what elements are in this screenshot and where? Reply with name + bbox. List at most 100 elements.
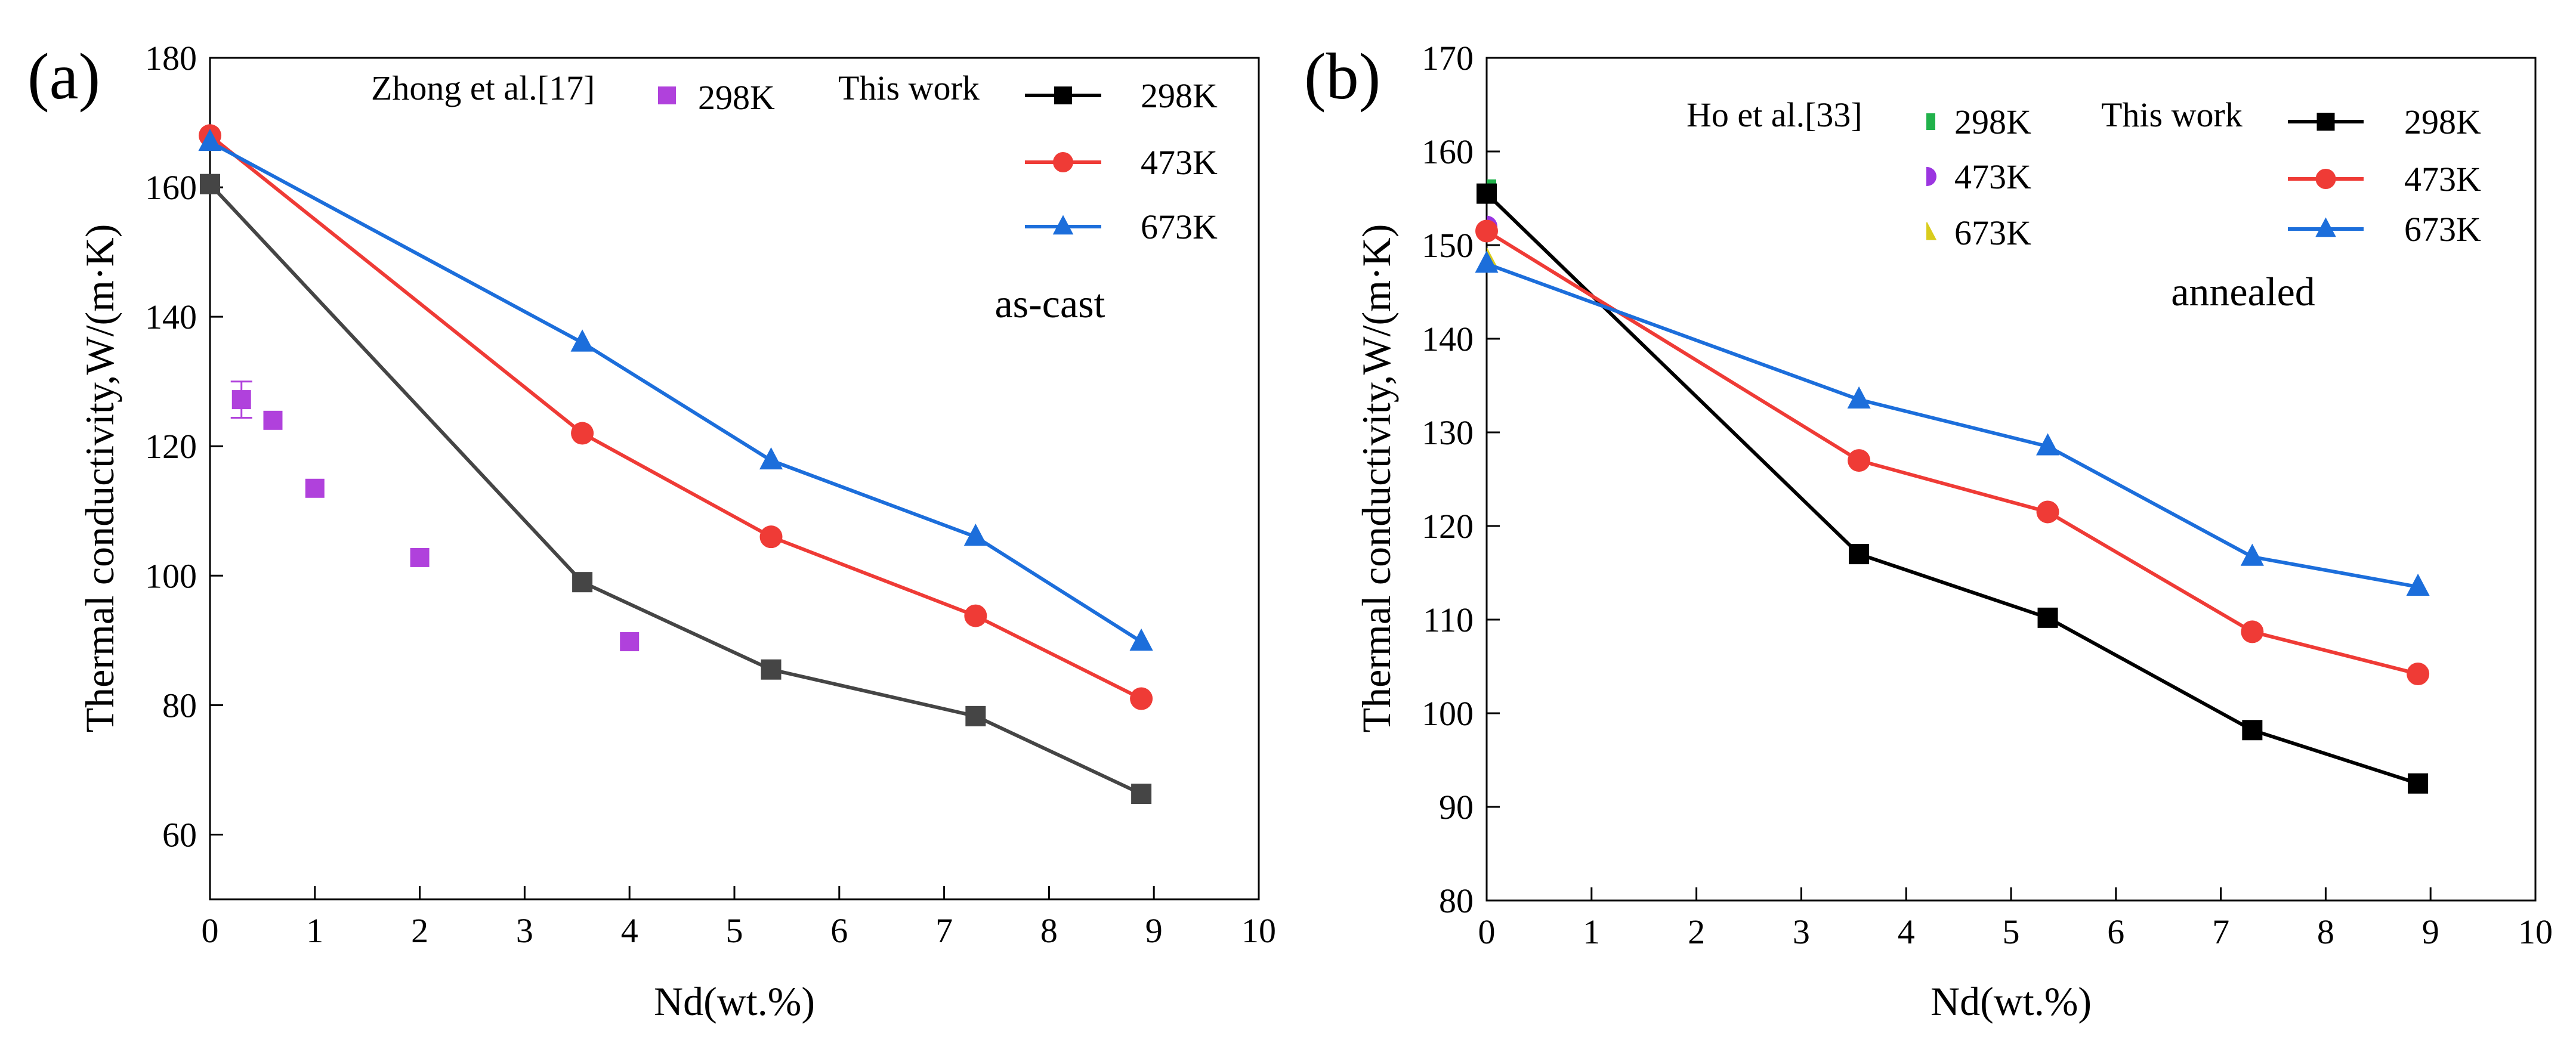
y-tick-label: 110 — [1423, 601, 1474, 639]
legend-label-673K: 673K — [2404, 210, 2481, 249]
condition-annotation: as-cast — [994, 281, 1105, 326]
condition-annotation: annealed — [2171, 269, 2315, 314]
data-point-473K — [759, 525, 783, 549]
y-tick-label: 100 — [145, 556, 197, 595]
legend-ref-label: 473K — [1954, 157, 2031, 196]
y-tick-label: 120 — [145, 427, 197, 466]
data-point-298K — [761, 659, 782, 680]
data-point-673K — [1847, 386, 1871, 409]
panel-label: (b) — [1304, 40, 1380, 113]
reference-data-point — [410, 547, 430, 567]
y-tick-label: 140 — [145, 298, 197, 336]
data-point-298K — [2242, 720, 2263, 741]
data-point-473K — [2241, 620, 2264, 643]
data-point-298K — [572, 572, 593, 593]
data-point-473K — [1848, 449, 1871, 472]
x-tick-label: 0 — [1478, 912, 1496, 951]
data-point-473K — [2407, 663, 2430, 686]
y-tick-label: 170 — [1422, 39, 1474, 78]
legend-marker-673K — [2315, 217, 2336, 237]
legend-ref-label: 673K — [1954, 213, 2031, 252]
legend-ref-marker — [1926, 167, 1936, 186]
y-tick-label: 60 — [162, 815, 197, 854]
y-tick-label: 180 — [145, 39, 197, 78]
legend-marker-298K — [2316, 113, 2335, 131]
data-point-298K — [1131, 784, 1152, 804]
x-axis-title: Nd(wt.%) — [654, 979, 815, 1024]
reference-data-point — [620, 632, 640, 652]
data-point-673K — [963, 524, 987, 546]
legend-ref-title: Ho et al.[33] — [1687, 95, 1862, 134]
x-tick-label: 3 — [516, 911, 533, 950]
x-tick-label: 2 — [411, 911, 428, 950]
legend-ref-label: 298K — [1954, 103, 2031, 141]
data-point-298K — [2408, 773, 2429, 794]
data-point-298K — [200, 174, 220, 194]
data-point-673K — [2036, 433, 2060, 456]
legend-label-298K: 298K — [2404, 103, 2481, 141]
x-tick-label: 9 — [2422, 912, 2439, 951]
legend-ref-marker — [658, 86, 676, 104]
y-axis-title: Thermal conductivity,W/(m·K) — [1354, 224, 1399, 733]
x-tick-label: 5 — [2003, 912, 2020, 951]
legend-label-673K: 673K — [1141, 208, 1218, 246]
series-line-298K — [208, 182, 1142, 796]
reference-data-point — [231, 390, 251, 410]
x-tick-label: 7 — [935, 911, 953, 950]
data-point-473K — [2036, 500, 2059, 524]
data-point-673K — [2240, 543, 2264, 566]
data-point-298K — [1477, 183, 1497, 204]
legend-ref-marker — [1926, 113, 1935, 130]
chart-panel-b: 0 1 2 3 4 5 6 7 8 9 10 80 90 100 110 120 130 140 150 160 170… — [1304, 39, 2553, 1024]
legend-label-298K: 298K — [1141, 76, 1218, 115]
legend-this-work-title: This work — [2101, 95, 2243, 134]
x-tick-label: 0 — [202, 911, 219, 950]
data-point-673K — [759, 447, 783, 470]
y-tick-label: 80 — [162, 686, 197, 725]
x-tick-label: 2 — [1688, 912, 1705, 951]
x-tick-label: 5 — [726, 911, 743, 950]
data-point-298K — [965, 705, 986, 726]
x-tick-label: 10 — [2518, 912, 2553, 951]
data-point-473K — [1475, 219, 1498, 243]
legend-marker-298K — [1054, 86, 1072, 104]
chart-panel-a: 0 1 2 3 4 5 6 7 8 9 10 60 80 100 120 140 160 180 Nd(wt.%) T… — [27, 39, 1276, 1024]
reference-data-point — [263, 410, 283, 430]
legend-marker-473K — [1053, 152, 1073, 172]
legend-marker-473K — [2315, 169, 2336, 189]
x-tick-label: 7 — [2212, 912, 2229, 951]
y-tick-label: 120 — [1422, 507, 1474, 546]
y-tick-label: 100 — [1422, 694, 1474, 733]
x-axis-title: Nd(wt.%) — [1931, 979, 2092, 1024]
x-tick-label: 1 — [306, 911, 323, 950]
x-tick-label: 1 — [1583, 912, 1600, 951]
legend-ref-label: 298K — [698, 78, 775, 117]
x-tick-label: 9 — [1145, 911, 1163, 950]
y-tick-label: 80 — [1439, 881, 1474, 920]
x-tick-label: 6 — [830, 911, 848, 950]
y-tick-label: 140 — [1422, 320, 1474, 358]
x-tick-label: 10 — [1241, 911, 1276, 950]
x-tick-label: 4 — [621, 911, 638, 950]
data-point-473K — [571, 422, 594, 445]
y-tick-label: 160 — [145, 168, 197, 207]
data-point-673K — [1475, 250, 1499, 273]
y-tick-label: 130 — [1422, 413, 1474, 452]
legend-label-473K: 473K — [2404, 160, 2481, 199]
data-point-298K — [2037, 607, 2058, 628]
legend-ref-marker — [1926, 221, 1937, 240]
plot-frame — [209, 57, 1260, 901]
x-tick-label: 6 — [2107, 912, 2124, 951]
data-point-473K — [1130, 687, 1153, 710]
x-tick-label: 8 — [1040, 911, 1058, 950]
y-axis-title: Thermal conductivity,W/(m·K) — [77, 224, 122, 733]
data-point-673K — [198, 128, 222, 151]
data-point-473K — [964, 604, 987, 627]
data-point-673K — [570, 329, 594, 352]
y-tick-label: 90 — [1439, 788, 1474, 827]
legend-marker-673K — [1052, 215, 1074, 235]
panel-label: (a) — [27, 40, 100, 113]
data-point-673K — [1129, 628, 1153, 651]
legend-ref-title: Zhong et al.[17] — [371, 69, 595, 107]
